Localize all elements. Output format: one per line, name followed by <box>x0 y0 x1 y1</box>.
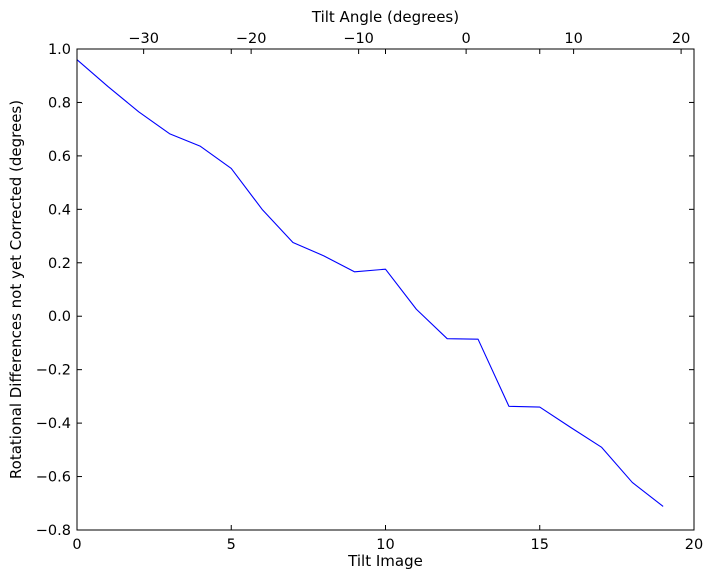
y-tick-label: 0.0 <box>48 309 71 325</box>
y-tick-label: −0.4 <box>36 416 71 432</box>
x-tick-label: 0 <box>72 537 81 553</box>
top-x-tick-label: −20 <box>236 31 267 47</box>
top-x-tick-label: −10 <box>343 31 374 47</box>
plot-area <box>77 49 694 530</box>
data-point <box>662 506 664 508</box>
data-point <box>385 268 387 270</box>
data-point <box>323 255 325 257</box>
data-point <box>292 242 294 244</box>
data-point <box>200 145 202 147</box>
data-point <box>138 111 140 113</box>
y-tick-label: 0.6 <box>48 149 71 165</box>
top-x-tick-label: 10 <box>564 31 582 47</box>
data-point <box>169 133 171 135</box>
y-tick-label: −0.6 <box>36 470 71 486</box>
y-tick-label: 0.2 <box>48 256 71 272</box>
x-tick-label: 10 <box>376 537 394 553</box>
y-axis-title: Rotational Differences not yet Corrected… <box>7 100 25 479</box>
data-point <box>508 405 510 407</box>
x-axis-title: Tilt Image <box>347 552 423 570</box>
data-point <box>539 406 541 408</box>
top-x-tick-label: −30 <box>128 31 159 47</box>
data-point <box>354 271 356 273</box>
top-x-tick-label: 0 <box>462 31 471 47</box>
y-tick-label: 0.8 <box>48 95 71 111</box>
plot-frame <box>76 48 695 531</box>
data-point <box>416 308 418 310</box>
y-tick-label: −0.2 <box>36 363 71 379</box>
y-tick-label: 1.0 <box>48 42 71 58</box>
data-point <box>632 482 634 484</box>
x-tick-label: 15 <box>531 537 549 553</box>
x-tick-label: 20 <box>685 537 703 553</box>
data-point <box>261 209 263 211</box>
data-point <box>570 427 572 429</box>
tick-label-layer: 0 5 10 15 20 −30 −20 −10 0 10 20 1.0 0.8 0.6 0.4 0.2 0.0… <box>36 31 703 553</box>
data-point <box>107 86 109 88</box>
data-point <box>477 338 479 340</box>
series-layer <box>76 59 664 507</box>
x-tick-label: 5 <box>227 537 236 553</box>
data-point <box>446 338 448 340</box>
top-x-axis-title: Tilt Angle (degrees) <box>311 8 459 26</box>
series-line-0 <box>76 59 664 507</box>
top-x-tick-label: 20 <box>672 31 690 47</box>
data-point <box>601 446 603 448</box>
y-tick-label: −0.8 <box>36 523 71 539</box>
y-tick-label: 0.4 <box>48 202 71 218</box>
data-point <box>230 168 232 170</box>
